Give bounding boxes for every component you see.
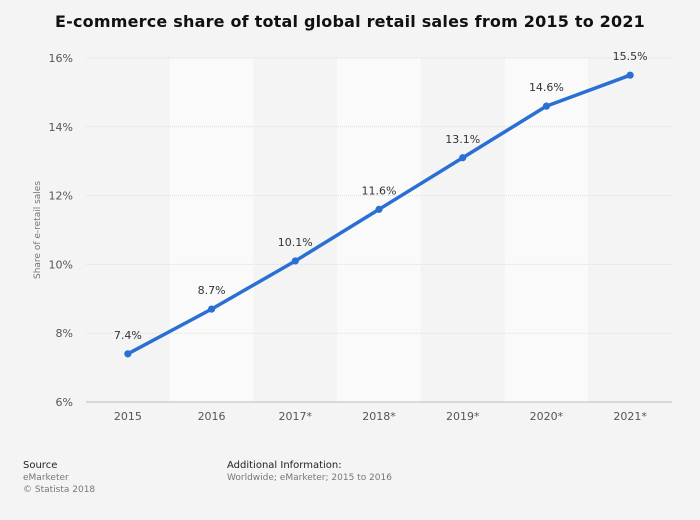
source-heading: Source (23, 460, 58, 471)
source-name: eMarketer (23, 473, 69, 483)
data-label: 7.4% (114, 329, 142, 342)
x-tick-label: 2019* (446, 410, 480, 423)
x-tick-label: 2020* (530, 410, 564, 423)
additional-info-block: Additional Information: Worldwide; eMark… (227, 460, 392, 484)
y-axis-label: Share of e-retail sales (33, 181, 43, 279)
plot-band (588, 58, 672, 402)
data-point (207, 305, 216, 313)
y-tick-label: 12% (49, 190, 73, 203)
plot-band (169, 58, 254, 402)
data-point (459, 154, 467, 162)
data-point (542, 102, 551, 110)
copyright: © Statista 2018 (23, 485, 96, 495)
y-tick-label: 14% (49, 121, 73, 134)
plot-band (86, 58, 170, 402)
plot-band (253, 58, 338, 402)
x-tick-label: 2016 (198, 410, 226, 423)
x-tick-label: 2017* (279, 410, 313, 423)
plot-band (337, 58, 421, 402)
y-tick-label: 16% (49, 52, 73, 65)
plot-band (420, 58, 505, 402)
data-label: 13.1% (445, 133, 480, 146)
y-tick-label: 10% (49, 258, 73, 271)
source-block: Source eMarketer © Statista 2018 (23, 460, 95, 496)
data-label: 11.6% (362, 184, 397, 197)
x-tick-label: 2021* (613, 410, 647, 423)
additional-info-text: Worldwide; eMarketer; 2015 to 2016 (227, 473, 392, 483)
data-label: 10.1% (278, 236, 313, 249)
data-label: 15.5% (613, 50, 648, 63)
chart-title: E-commerce share of total global retail … (55, 12, 645, 31)
data-point (124, 350, 132, 358)
data-point (375, 205, 383, 213)
x-tick-label: 2015 (114, 410, 142, 423)
plot-band (504, 58, 589, 402)
data-label: 14.6% (529, 81, 564, 94)
y-tick-label: 8% (56, 327, 73, 340)
data-point (291, 257, 299, 265)
data-point (626, 71, 634, 79)
y-tick-label: 6% (56, 396, 73, 409)
x-tick-label: 2018* (362, 410, 396, 423)
additional-info-heading: Additional Information: (227, 460, 342, 471)
data-label: 8.7% (198, 284, 226, 297)
